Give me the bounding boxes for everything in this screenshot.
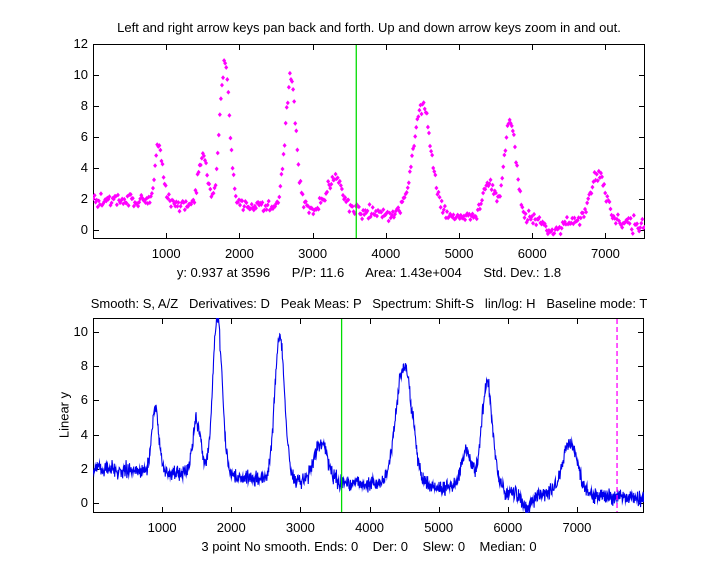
x-tick-label: 7000 — [590, 246, 620, 261]
y-tick-label: 6 — [80, 392, 88, 408]
y-tick-label: 8 — [80, 357, 88, 373]
cursor-readout: y: 0.937 at 3596 P/P: 11.6 Area: 1.43e+0… — [176, 265, 562, 280]
y-tick-label: 10 — [73, 323, 88, 339]
y-tick-label: 2 — [80, 460, 88, 476]
y-tick-label: 10 — [73, 67, 88, 82]
x-tick-label: 5000 — [444, 246, 474, 261]
y-tick-label: 8 — [80, 98, 88, 113]
x-tick-label: 7000 — [562, 520, 592, 535]
y-tick-label: 2 — [80, 191, 88, 206]
y-tick-label: 0 — [80, 495, 88, 511]
smooth-status: 3 point No smooth. Ends: 0 Der: 0 Slew: … — [201, 539, 537, 554]
y-tick-label: 6 — [80, 129, 88, 144]
y-tick-label: 0 — [80, 222, 88, 237]
x-tick-label: 2000 — [224, 246, 254, 261]
y-tick-label: 4 — [80, 160, 88, 175]
full-signal-plot[interactable] — [93, 318, 644, 513]
x-tick-label: 3000 — [285, 520, 315, 535]
x-tick-label: 1000 — [151, 246, 181, 261]
x-tick-label: 6000 — [517, 246, 547, 261]
top-plot-title: Left and right arrow keys pan back and f… — [117, 20, 621, 35]
y-tick-label: 4 — [80, 426, 88, 442]
x-tick-label: 2000 — [216, 520, 246, 535]
bottom-plot-title: Smooth: S, A/Z Derivatives: D Peak Meas:… — [90, 296, 648, 311]
x-tick-label: 4000 — [355, 520, 384, 535]
x-tick-label: 1000 — [147, 520, 177, 535]
top-spectrum-plot[interactable] — [93, 44, 645, 239]
y-tick-label: 12 — [73, 36, 88, 51]
x-tick-label: 3000 — [298, 246, 328, 261]
x-tick-label: 5000 — [424, 520, 454, 535]
x-tick-label: 6000 — [493, 520, 523, 535]
x-tick-label: 4000 — [371, 246, 401, 261]
